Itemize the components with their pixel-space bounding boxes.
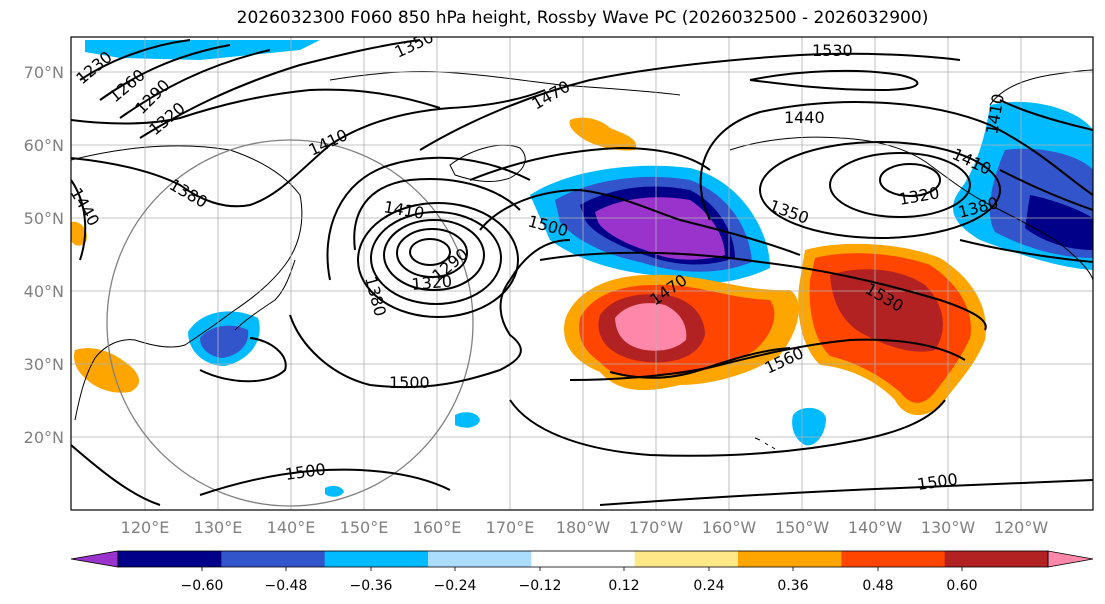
colorbar-segment — [428, 551, 532, 567]
kamchatka-coast — [449, 144, 526, 182]
hawaii-islands — [754, 437, 776, 450]
height-contours — [71, 39, 1093, 506]
lat-label: 30°N — [24, 355, 64, 374]
colorbar-tick-label: −0.48 — [265, 578, 308, 594]
lon-label: 140°E — [267, 518, 316, 537]
colorbar-segment — [841, 551, 946, 567]
lon-label: 170°E — [486, 518, 535, 537]
contour-label: 1500 — [389, 373, 430, 392]
graticule — [71, 37, 1093, 510]
map-title: 2026032300 F060 850 hPa height, Rossby W… — [236, 8, 929, 28]
colorbar-tick-label: 0.48 — [862, 578, 893, 594]
colorbar-tick-label: 0.60 — [946, 578, 977, 594]
lon-label: 140°W — [848, 518, 903, 537]
colorbar-segment — [944, 551, 1049, 567]
lon-label: 130°W — [921, 518, 976, 537]
lon-label: 170°W — [629, 518, 684, 537]
lon-label: 160°E — [413, 518, 462, 537]
lon-label: 120°W — [994, 518, 1049, 537]
siberia-coast — [329, 71, 681, 96]
longitude-labels: 120°E 130°E 140°E 150°E 160°E 170°E 180°… — [121, 518, 1049, 537]
colorbar-segment — [531, 551, 636, 567]
colorbar-tick-label: −0.60 — [181, 578, 224, 594]
colorbar-tick-label: 0.12 — [608, 578, 639, 594]
colorbar-tick-labels: −0.60 −0.48 −0.36 −0.24 −0.12 0.12 0.24 … — [181, 578, 978, 594]
lon-label: 130°E — [194, 518, 243, 537]
colorbar-outline — [117, 550, 1049, 568]
colorbar-extend-low — [70, 550, 119, 568]
colorbar-tick-label: 0.24 — [693, 578, 724, 594]
japan-coast — [234, 259, 296, 331]
reference-circle — [106, 139, 474, 507]
lat-label: 40°N — [24, 282, 64, 301]
colorbar-tick-label: 0.36 — [777, 578, 808, 594]
colorbar-segment — [118, 551, 222, 567]
anomaly-shading — [71, 40, 1093, 497]
latitude-labels: 70°N 60°N 50°N 40°N 30°N 20°N — [24, 63, 64, 447]
lon-label: 180°W — [556, 518, 611, 537]
lon-label: 120°E — [121, 518, 170, 537]
lon-label: 150°W — [775, 518, 830, 537]
colorbar-segment — [738, 551, 842, 567]
lon-label: 160°W — [702, 518, 757, 537]
lat-label: 60°N — [24, 136, 64, 155]
map-frame — [70, 36, 1094, 511]
colorbar-segment — [634, 551, 739, 567]
colorbar-tick-label: −0.36 — [350, 578, 393, 594]
colorbar-tick-label: −0.12 — [519, 578, 562, 594]
lat-label: 70°N — [24, 63, 64, 82]
contour-label: 1440 — [784, 108, 825, 127]
colorbar — [70, 550, 1094, 571]
contour-label: 1320 — [411, 272, 453, 294]
colorbar-segment — [324, 551, 429, 567]
colorbar-extend-high — [1047, 550, 1094, 568]
alaska-coast — [729, 136, 1093, 281]
lat-label: 20°N — [24, 428, 64, 447]
lat-label: 50°N — [24, 209, 64, 228]
contour-label: 1530 — [812, 41, 853, 60]
lon-label: 150°E — [340, 518, 389, 537]
colorbar-tick-label: −0.24 — [434, 578, 477, 594]
colorbar-segment — [221, 551, 326, 567]
north-america-coast — [989, 69, 1093, 106]
